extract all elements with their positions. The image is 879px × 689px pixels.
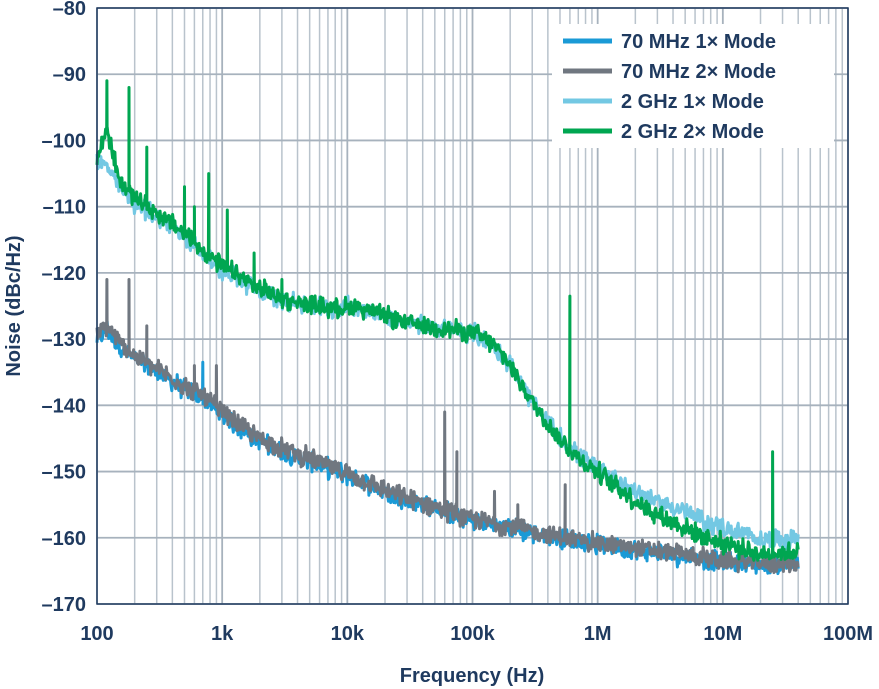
x-tick-label: 100	[80, 623, 113, 645]
x-tick-label: 1M	[584, 623, 612, 645]
series-line-4	[95, 79, 800, 562]
x-tick-labels: 100 1k 10k 100k 1M 10M 100M	[80, 623, 873, 645]
x-tick-label: 10M	[703, 623, 742, 645]
legend: 70 MHz 1× Mode 70 MHz 2× Mode 2 GHz 1× Mod…	[552, 24, 834, 148]
y-tick-label: –150	[42, 462, 87, 484]
y-tick-label: –110	[43, 197, 86, 219]
x-tick-label: 1k	[211, 623, 234, 645]
y-tick-label: –130	[42, 329, 87, 351]
x-tick-label: 100k	[450, 623, 495, 645]
x-tick-label: 10k	[331, 623, 365, 645]
legend-label: 70 MHz 1× Mode	[621, 31, 776, 53]
legend-label: 70 MHz 2× Mode	[621, 61, 776, 83]
legend-label: 2 GHz 1× Mode	[621, 91, 764, 113]
plot-frame	[96, 7, 849, 605]
legend-label: 2 GHz 2× Mode	[621, 121, 764, 143]
legend-box	[552, 24, 834, 148]
y-tick-labels: –80 –90 –100 –110 –120 –130 –140 –150 –160 –170	[42, 0, 87, 616]
series-layer	[95, 79, 800, 576]
y-tick-label: –90	[53, 64, 86, 86]
y-tick-label: –80	[53, 0, 86, 20]
x-tick-label: 100M	[823, 623, 873, 645]
y-tick-label: –140	[42, 395, 87, 417]
y-tick-label: –160	[42, 528, 87, 550]
y-axis-title: Noise (dBc/Hz)	[3, 235, 25, 376]
y-tick-label: –170	[42, 594, 87, 616]
y-tick-label: –100	[42, 130, 87, 152]
x-axis-title: Frequency (Hz)	[400, 665, 544, 687]
series-line-2	[95, 278, 800, 575]
y-tick-label: –120	[42, 263, 87, 285]
